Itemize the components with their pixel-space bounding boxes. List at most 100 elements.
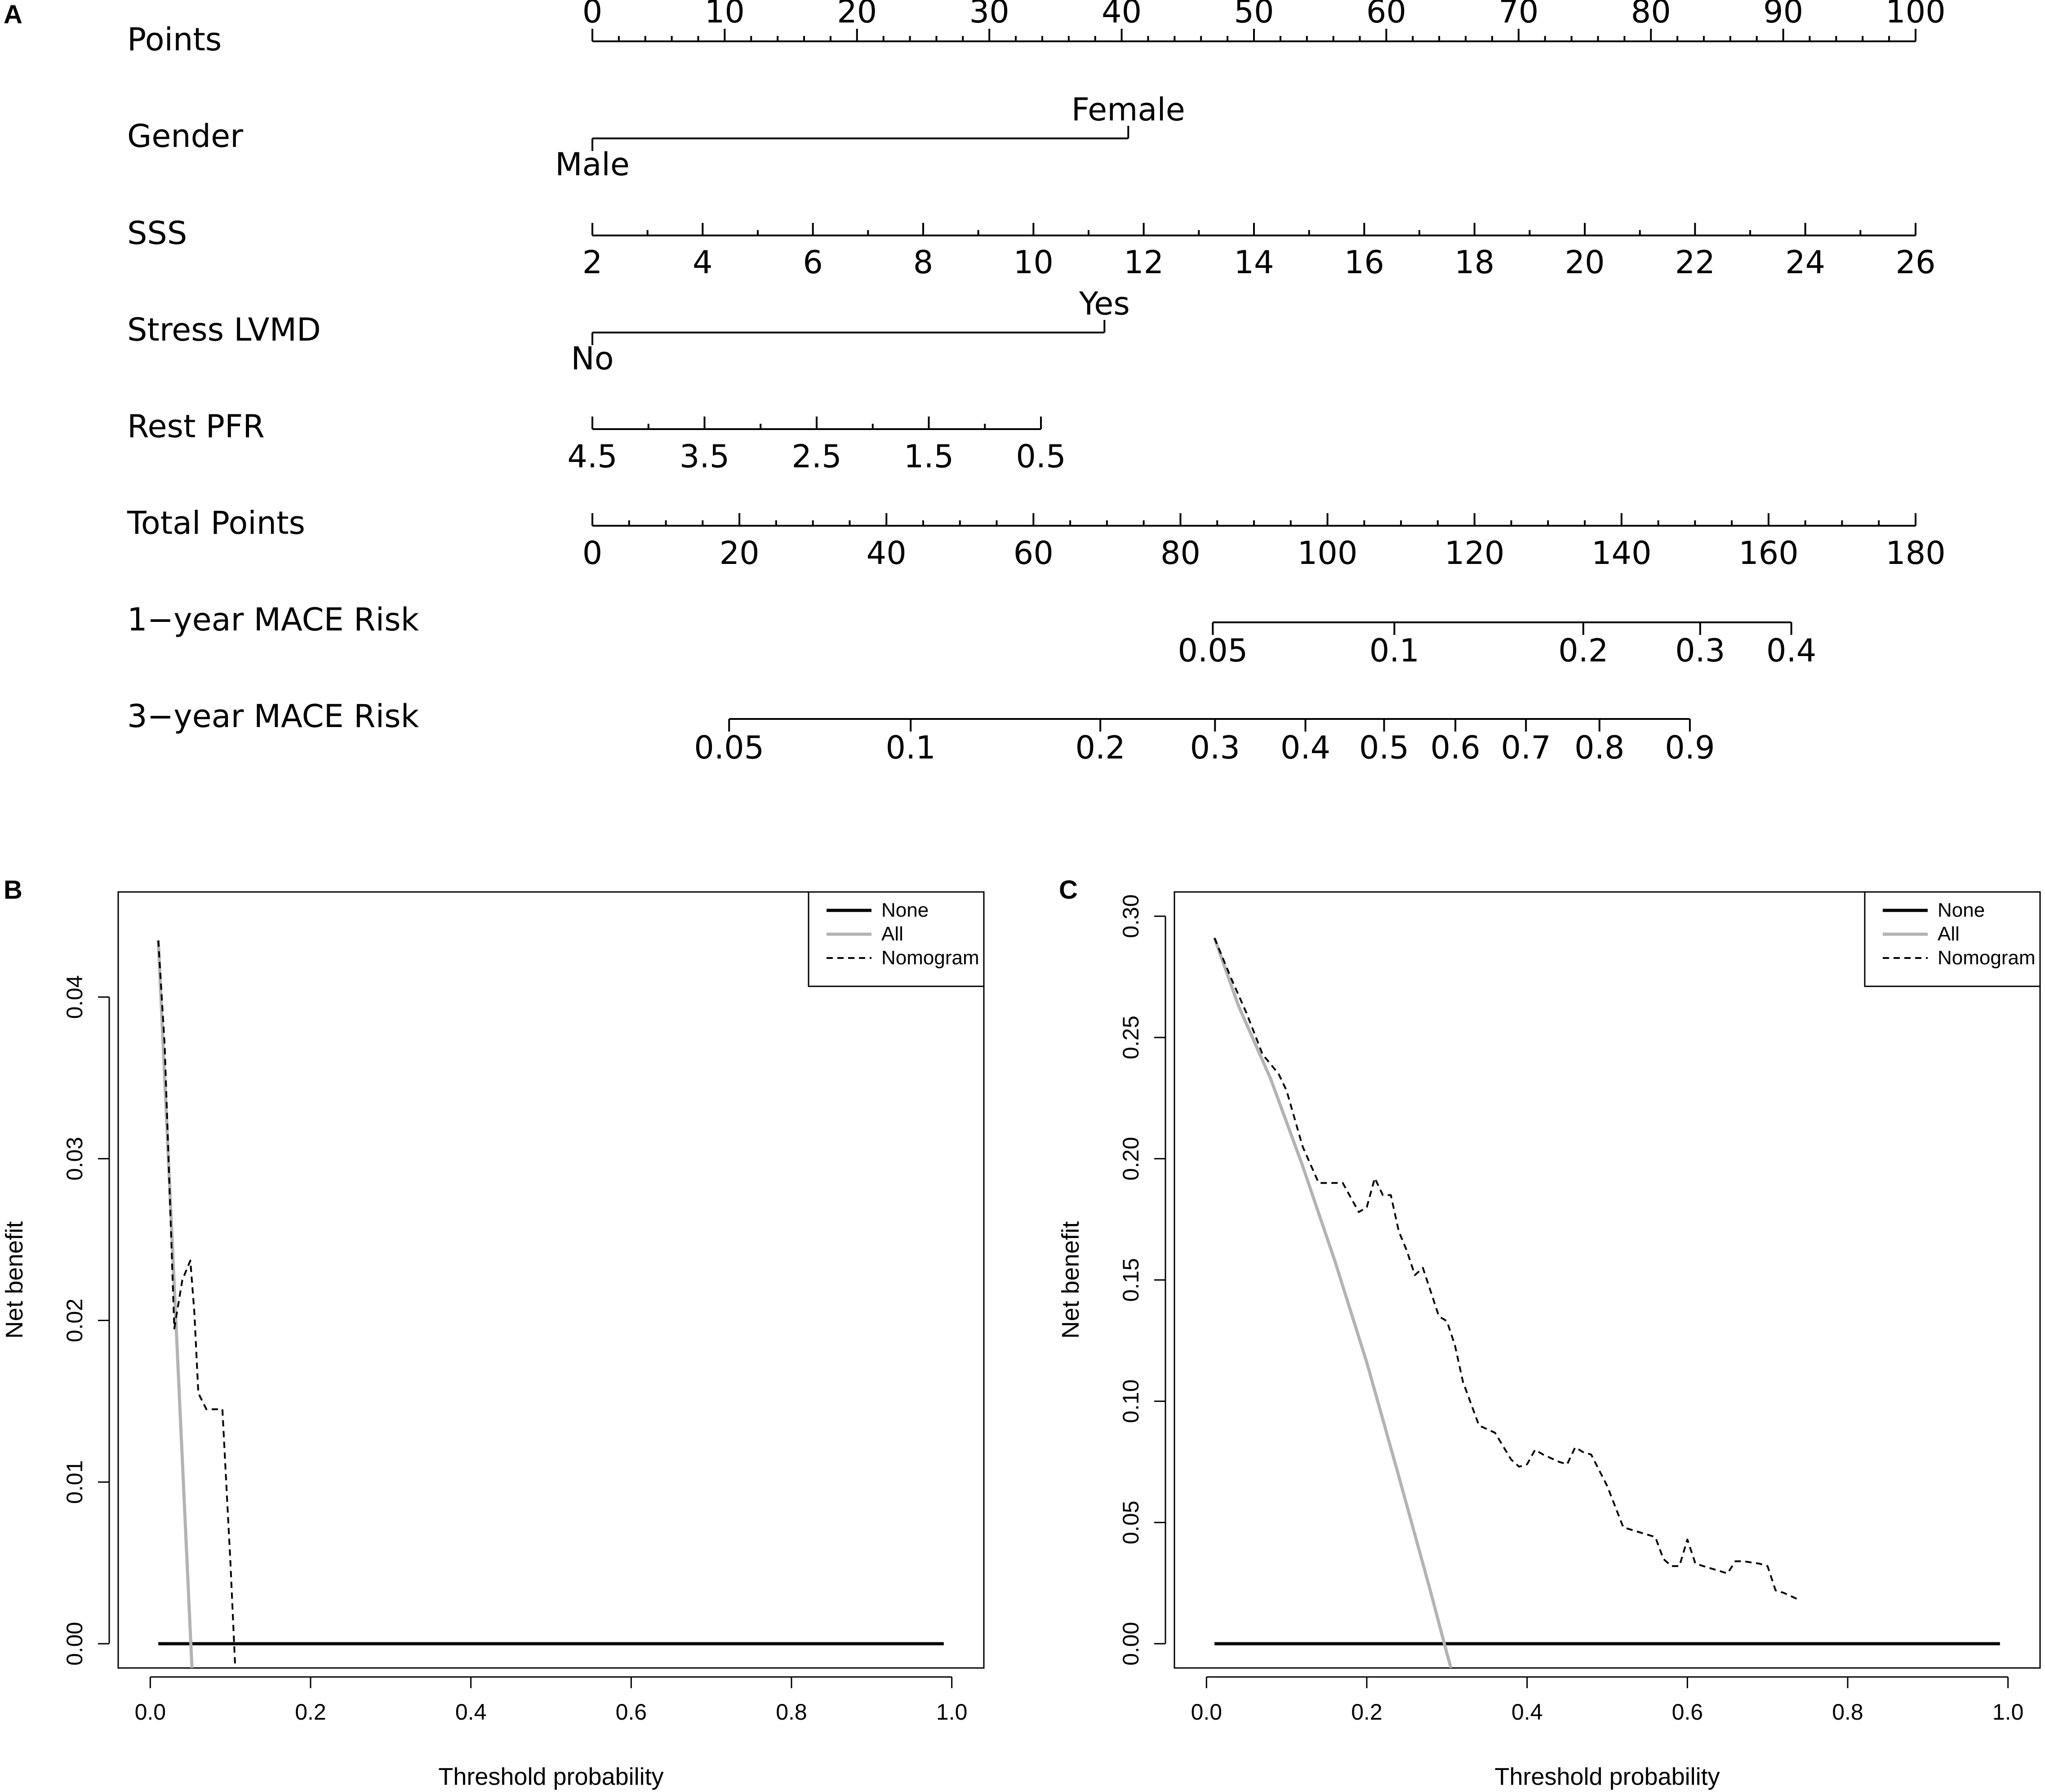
points-tick-label: 50	[1234, 0, 1274, 30]
sss-tick-label: 8	[913, 244, 934, 281]
panel-c-x-tick-label: 0.8	[1832, 1699, 1863, 1725]
total-points-tick-label: 60	[1014, 535, 1054, 572]
panel-b-label: B	[4, 875, 22, 905]
three-year-risk-tick-label: 0.05	[694, 729, 764, 766]
panel-b-x-tick-label: 1.0	[936, 1699, 968, 1725]
total-points-tick-label: 20	[720, 535, 760, 572]
total-points-tick-label: 100	[1298, 535, 1358, 572]
sss-tick-label: 2	[582, 244, 603, 281]
panel-b-y-tick-label: 0.00	[62, 1622, 87, 1665]
panel-c-x-axis-title: Threshold probability	[1494, 1763, 1720, 1790]
panel-b-x-tick-label: 0.4	[455, 1699, 487, 1725]
sss-tick-label: 16	[1344, 244, 1384, 281]
rest-pfr-tick-label: 3.5	[680, 438, 729, 475]
panel-b-y-tick-label: 0.04	[62, 975, 87, 1019]
nomogram-row-label: Rest PFR	[127, 408, 265, 445]
panel-b-y-tick-label: 0.02	[62, 1299, 87, 1342]
three-year-risk-tick-label: 0.2	[1076, 729, 1125, 766]
decision-curve-panel-b: B 0.0 0.2 0.4 0.6 0.8 1.0 Threshold probability…	[1, 875, 985, 1790]
one-year-risk-tick-label: 0.05	[1178, 632, 1248, 669]
gender-high-label: Female	[1071, 91, 1185, 128]
sss-tick-label: 26	[1895, 244, 1935, 281]
panel-c-y-axis-title: Net benefit	[1057, 1221, 1084, 1339]
total-points-tick-label: 180	[1885, 535, 1946, 572]
panel-c-x-tick-label: 1.0	[1992, 1699, 2024, 1725]
panel-b-x-tick-label: 0.6	[616, 1699, 647, 1725]
gender-low-label: Male	[555, 146, 630, 183]
panel-b-legend-label: None	[881, 899, 929, 921]
nomogram-row-label: SSS	[127, 215, 187, 252]
three-year-risk-tick-label: 0.5	[1359, 729, 1409, 766]
panel-b-legend-label: All	[881, 923, 903, 945]
nomogram-row-label: 1−year MACE Risk	[127, 601, 419, 638]
panel-c-x-tick-label: 0.2	[1351, 1699, 1383, 1725]
panel-c-series-all	[1213, 937, 1453, 1668]
panel-b-x-tick-label: 0.8	[776, 1699, 807, 1725]
points-tick-label: 30	[969, 0, 1009, 30]
sss-tick-label: 6	[803, 244, 823, 281]
points-tick-label: 70	[1498, 0, 1538, 30]
panel-b-y-tick-label: 0.03	[62, 1137, 87, 1180]
panel-label-a: A	[4, 0, 22, 29]
panel-c-legend-label: All	[1938, 923, 1960, 945]
total-points-tick-label: 80	[1160, 535, 1200, 572]
panel-c-y-tick-label: 0.20	[1118, 1137, 1143, 1180]
rest-pfr-tick-label: 2.5	[791, 438, 841, 475]
one-year-risk-tick-label: 0.2	[1558, 632, 1608, 669]
points-tick-label: 40	[1102, 0, 1142, 30]
three-year-risk-tick-label: 0.7	[1501, 729, 1551, 766]
three-year-risk-tick-label: 0.3	[1190, 729, 1240, 766]
one-year-risk-tick-label: 0.3	[1675, 632, 1725, 669]
nomogram-row-label: Gender	[127, 118, 243, 155]
total-points-tick-label: 160	[1738, 535, 1799, 572]
panel-b-plot-frame	[117, 891, 985, 1669]
nomogram-row-label: Stress LVMD	[127, 311, 321, 348]
three-year-risk-tick-label: 0.4	[1280, 729, 1330, 766]
total-points-tick-label: 40	[867, 535, 907, 572]
nomogram-row-label: 3−year MACE Risk	[127, 698, 419, 735]
one-year-risk-tick-label: 0.1	[1369, 632, 1419, 669]
panel-b-x-axis-title: Threshold probability	[438, 1763, 663, 1790]
nomogram-panel: A Points Gender SSS Stress LVMD Rest PFR Total…	[4, 0, 1946, 766]
nomogram-row-label: Total Points	[127, 505, 305, 541]
sss-tick-label: 12	[1124, 244, 1164, 281]
sss-tick-label: 22	[1675, 244, 1715, 281]
panel-c-x-tick-label: 0.4	[1512, 1699, 1543, 1725]
panel-c-label: C	[1059, 875, 1078, 905]
panel-c-legend-label: None	[1938, 899, 1985, 921]
panel-c-y-tick-label: 0.15	[1118, 1258, 1143, 1302]
panel-c-plot-frame	[1174, 891, 2041, 1669]
sss-tick-label: 10	[1014, 244, 1054, 281]
sss-tick-label: 20	[1565, 244, 1605, 281]
panel-b-series-all	[156, 940, 194, 1668]
sss-tick-label: 14	[1234, 244, 1274, 281]
nomogram-row-label: Points	[127, 21, 222, 58]
panel-c-y-tick-label: 0.05	[1118, 1501, 1143, 1544]
total-points-tick-label: 0	[582, 535, 603, 572]
panel-c-y-tick-label: 0.10	[1118, 1379, 1143, 1423]
sss-tick-label: 4	[693, 244, 713, 281]
panel-b-y-tick-label: 0.01	[62, 1460, 87, 1504]
points-tick-label: 90	[1763, 0, 1803, 30]
panel-c-y-tick-label: 0.00	[1118, 1622, 1143, 1665]
panel-c-y-tick-label: 0.25	[1118, 1016, 1143, 1059]
panel-c-x-tick-label: 0.0	[1191, 1699, 1223, 1725]
sss-tick-label: 24	[1785, 244, 1825, 281]
panel-c-y-tick-label: 0.30	[1118, 894, 1143, 938]
panel-b-series-nomogram	[157, 940, 236, 1668]
points-tick-label: 20	[837, 0, 877, 30]
total-points-tick-label: 140	[1592, 535, 1652, 572]
rest-pfr-tick-label: 1.5	[904, 438, 954, 475]
rest-pfr-tick-label: 4.5	[567, 438, 617, 475]
panel-c-legend-label: Nomogram	[1938, 947, 2036, 969]
panel-b-legend-label: Nomogram	[881, 947, 979, 969]
points-tick-label: 10	[705, 0, 745, 30]
panel-b-legend-box	[808, 891, 985, 987]
stress-lvmd-low-label: No	[571, 340, 614, 377]
panel-c-x-tick-label: 0.6	[1672, 1699, 1703, 1725]
points-tick-label: 0	[582, 0, 603, 30]
points-tick-label: 100	[1885, 0, 1946, 30]
three-year-risk-tick-label: 0.9	[1665, 729, 1715, 766]
panel-c-series-nomogram	[1214, 937, 1800, 1601]
